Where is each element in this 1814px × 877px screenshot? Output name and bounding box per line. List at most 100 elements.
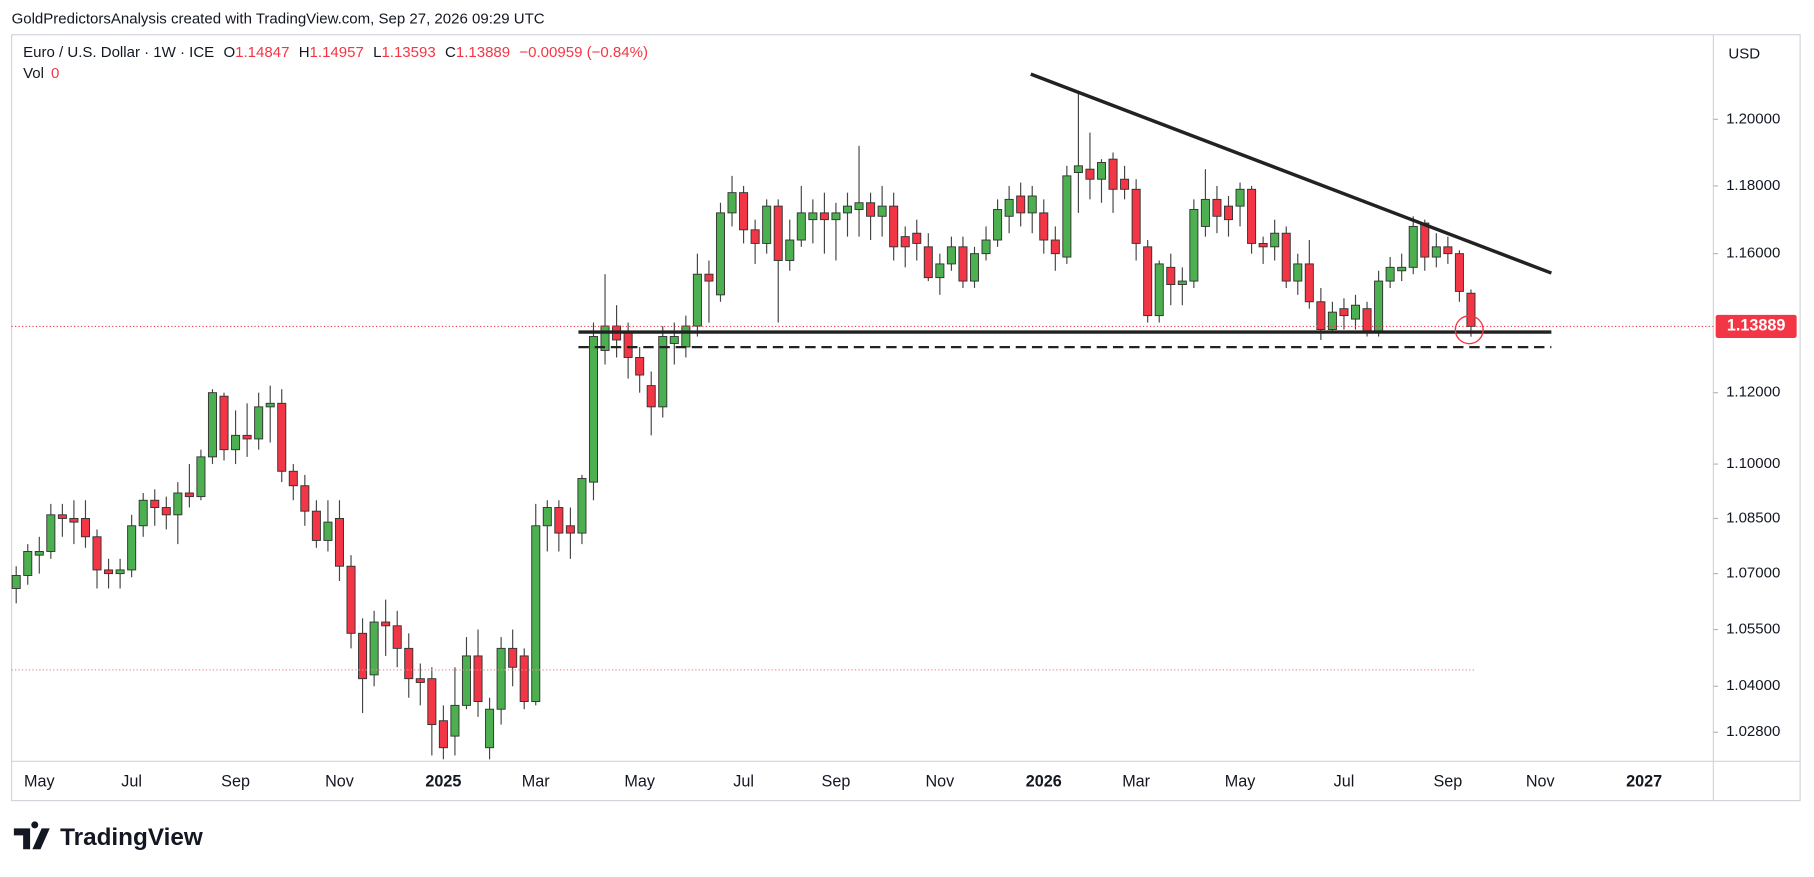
candle-body	[369, 621, 379, 676]
candle-body	[231, 434, 241, 451]
candle-body	[1281, 232, 1291, 282]
y-tick-label: 1.10000	[1726, 455, 1780, 472]
candle-body	[1200, 198, 1210, 227]
candle-body	[993, 209, 1003, 241]
candle-body	[288, 470, 298, 487]
candle-body	[692, 273, 702, 327]
candle-body	[981, 239, 991, 255]
candle-body	[727, 192, 737, 214]
y-tick-label: 1.20000	[1726, 110, 1780, 127]
candle-body	[704, 273, 714, 282]
low-value: 1.13593	[381, 44, 435, 61]
y-tick-label: 1.12000	[1726, 384, 1780, 401]
candle-body	[496, 647, 506, 710]
volume-legend: Vol 0	[23, 65, 59, 82]
candle-body	[762, 205, 772, 244]
y-tick-label: 1.07000	[1726, 565, 1780, 582]
candle-body	[161, 507, 171, 516]
candle-body	[1085, 168, 1095, 180]
candle-body	[173, 492, 183, 516]
candle-body	[635, 357, 645, 376]
plot	[11, 93, 1714, 760]
candle-body	[831, 212, 841, 221]
candle-body	[1258, 242, 1268, 248]
candle-body	[588, 336, 598, 483]
last-price-label: 1.13889	[1727, 317, 1786, 335]
volume-value: 0	[51, 65, 59, 82]
candle-body	[519, 655, 529, 703]
y-tick-label: 1.02800	[1726, 723, 1780, 740]
candle-body	[1120, 178, 1130, 190]
candle-body	[554, 507, 564, 534]
candle-body	[196, 456, 206, 498]
currency: USD	[1728, 45, 1760, 62]
highlight-circle	[1454, 315, 1484, 345]
candle-body	[969, 253, 980, 282]
candle-body	[1362, 308, 1372, 334]
attribution: GoldPredictorsAnalysis created with Trad…	[12, 11, 545, 28]
candle-body	[958, 246, 968, 282]
candle-body	[912, 232, 922, 244]
volume-label: Vol	[23, 65, 44, 82]
open-value: 1.14847	[235, 44, 289, 61]
candle-body	[358, 632, 368, 680]
legend: Euro / U.S. Dollar · 1W · ICE O1.14847 H 1.…	[23, 44, 648, 61]
symbol-title: Euro / U.S. Dollar · 1W · ICE	[23, 44, 214, 61]
candle-body	[207, 392, 217, 458]
x-tick-label: May	[1225, 772, 1256, 790]
candle-body	[854, 202, 864, 210]
y-tick-label: 1.16000	[1726, 245, 1780, 262]
candle-body	[1050, 239, 1060, 255]
ohlc-letter: O	[223, 44, 235, 61]
candle-body	[750, 229, 760, 244]
last-price-box	[1715, 314, 1797, 338]
candle-body	[1154, 263, 1164, 317]
candle-body	[242, 434, 252, 440]
candle-body	[1293, 263, 1303, 282]
candle-body	[866, 202, 876, 217]
x-tick-label: May	[624, 772, 655, 790]
candle-body	[658, 336, 668, 408]
candle-body	[1143, 246, 1153, 317]
candle-body	[254, 406, 264, 440]
candle-body	[889, 205, 899, 248]
candle-body	[1073, 165, 1083, 173]
candle-body	[127, 525, 137, 571]
candle-body	[461, 655, 471, 706]
candle-body	[404, 647, 414, 680]
candle-body	[1016, 195, 1026, 214]
ohlc-letter: H	[299, 44, 310, 61]
candle-body	[1212, 198, 1222, 217]
candle-body	[1408, 225, 1418, 268]
candle-body	[415, 678, 425, 683]
x-tick-label: Sep	[221, 772, 250, 790]
candle-body	[427, 678, 437, 726]
candle-body	[34, 551, 44, 556]
x-tick-label: Nov	[1526, 772, 1556, 790]
candle-body	[150, 499, 160, 508]
ohlc-letter: L	[373, 44, 381, 61]
x-tick-label: Mar	[1122, 772, 1150, 790]
candle-body	[1004, 198, 1014, 217]
candle-body	[346, 565, 356, 634]
candle-body	[1339, 308, 1349, 317]
candle-body	[1316, 301, 1326, 330]
candle-body	[819, 212, 829, 221]
candle-body	[265, 402, 275, 408]
candle-body	[508, 647, 518, 668]
candle-body	[1189, 209, 1199, 282]
candle-body	[450, 704, 460, 737]
candle-body	[184, 492, 194, 498]
close-value: 1.13889	[456, 44, 510, 61]
candle-body	[1131, 188, 1141, 244]
candle-body	[946, 246, 956, 265]
candle-body	[600, 325, 610, 351]
candle-body	[1466, 292, 1476, 327]
chart-frame	[10, 34, 1801, 802]
x-tick-label: Jul	[733, 772, 754, 790]
candle-body	[57, 514, 67, 519]
candle-body	[69, 518, 79, 523]
y-tick-label: 1.05500	[1726, 621, 1780, 638]
candle-body	[92, 536, 102, 571]
